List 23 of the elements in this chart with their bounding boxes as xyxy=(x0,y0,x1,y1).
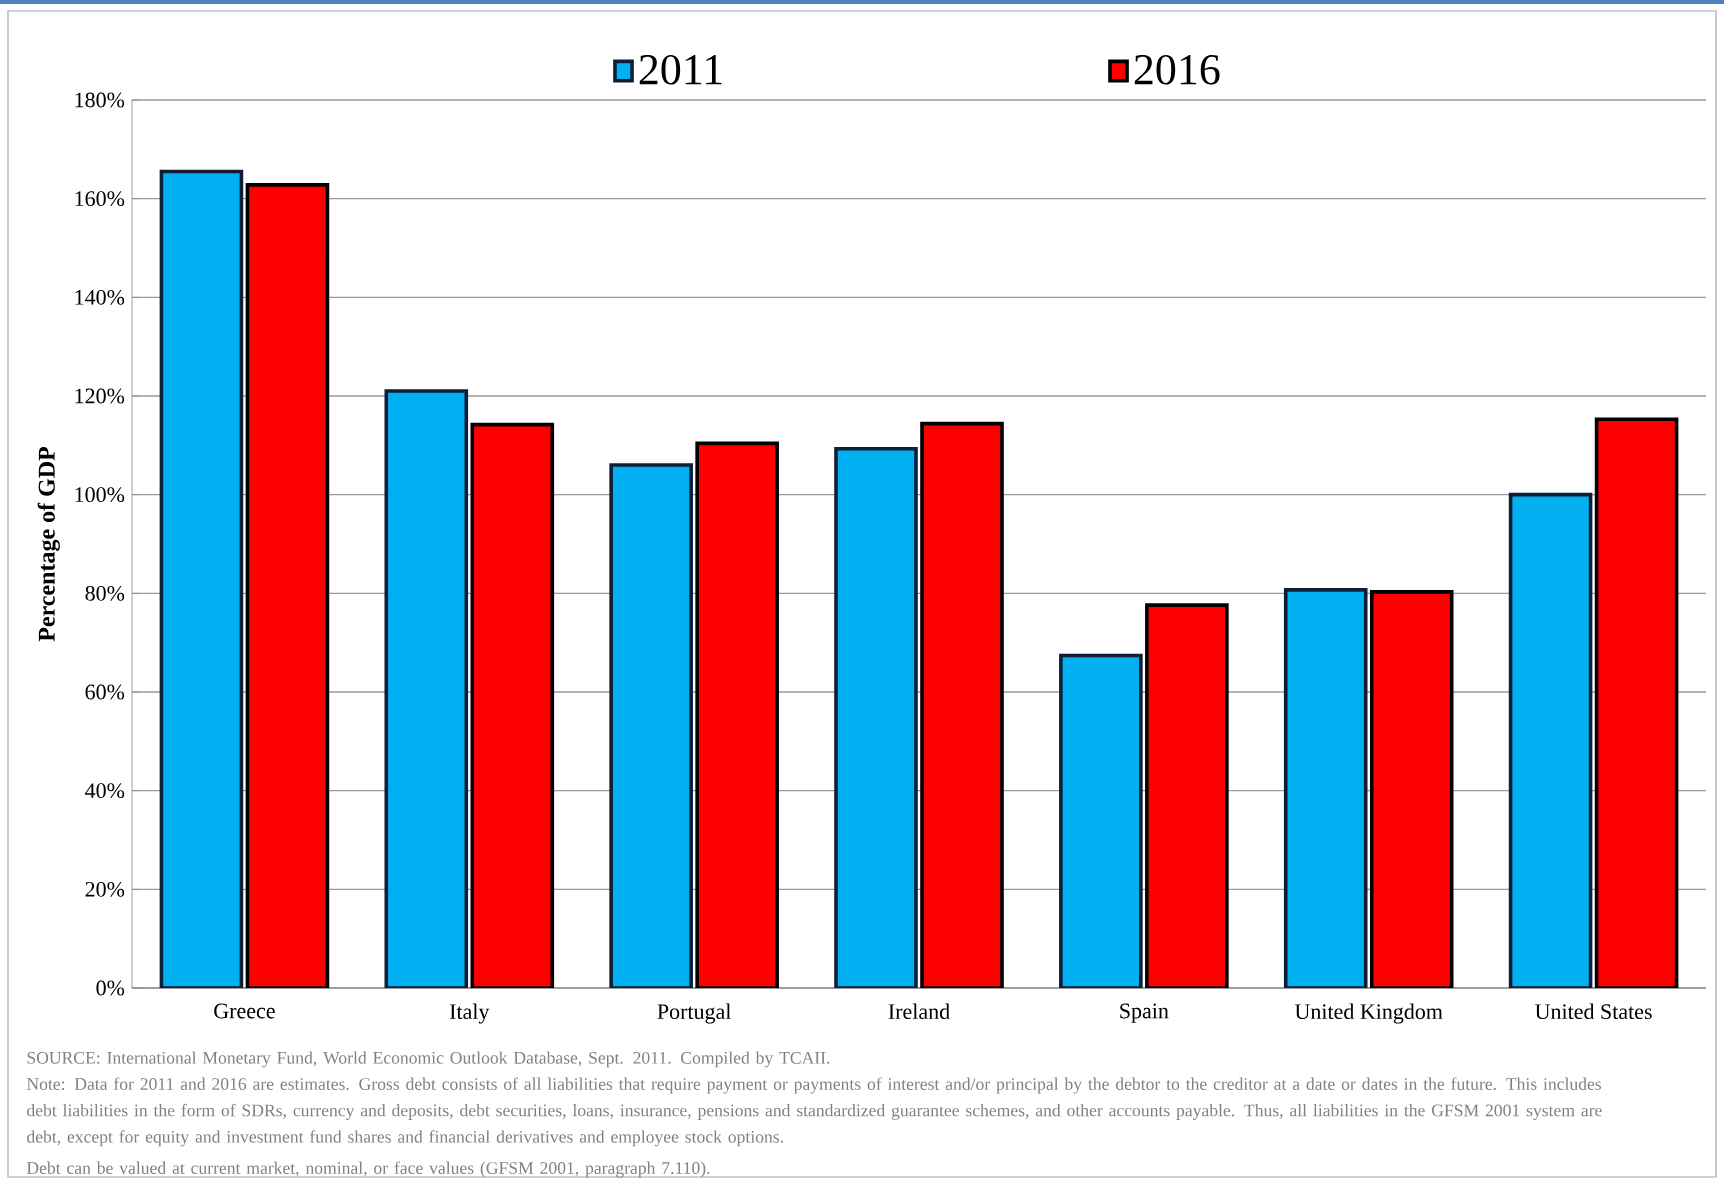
y-tick-label: 80% xyxy=(85,585,125,601)
x-tick-label: United States xyxy=(1535,1003,1652,1020)
text: Note: Data for 2011 and 2016 are estimates. Gross debt consists of all liabilities that require payment or payments of interest and/or principal by the debtor to the creditor at a date or dates in the future. This includes debt liabilities in the form of SDRs, currency and deposits, debt securities, loans, insurance, pensions and standardized guarantee schemes, and other accounts payable. Thus, all liabilities in the GFSM 2001 system are debt, except for equity and investment fund shares and financial derivatives and employee stock options. xyxy=(26,1077,1602,1147)
y-tick-label: 40% xyxy=(85,783,125,799)
x-tick-label: Spain xyxy=(1120,1003,1169,1023)
legend-label: 2011 xyxy=(639,54,722,85)
y-tick-label: 60% xyxy=(85,684,125,700)
x-tick-label: Greece xyxy=(214,1003,275,1019)
y-tick-label: 160% xyxy=(75,191,125,207)
x-tick-label: United Kingdom xyxy=(1294,1003,1443,1024)
source-note: SOURCE: International Monetary Fund, World Economic Outlook Database, Sept. 2011. Compiled by TCAII. xyxy=(27,1051,830,1068)
y-tick-label: 20% xyxy=(85,881,125,897)
y-tick-label: 0% xyxy=(96,980,125,996)
x-tick-label: Italy xyxy=(449,1003,490,1024)
text: Debt can be valued at current market, nominal, or face values (GFSM 2001, paragraph 7.110). xyxy=(26,1161,710,1178)
y-tick-label: 120% xyxy=(75,388,125,404)
y-axis-title: Percentage of GDP xyxy=(37,446,60,642)
y-tick-label: 180% xyxy=(75,92,125,108)
legend-label: 2016 xyxy=(1134,54,1220,85)
y-tick-label: 100% xyxy=(75,487,125,503)
y-tick-label: 140% xyxy=(75,289,125,305)
x-tick-label: Ireland xyxy=(888,1003,950,1020)
x-tick-label: Portugal xyxy=(657,1003,731,1024)
